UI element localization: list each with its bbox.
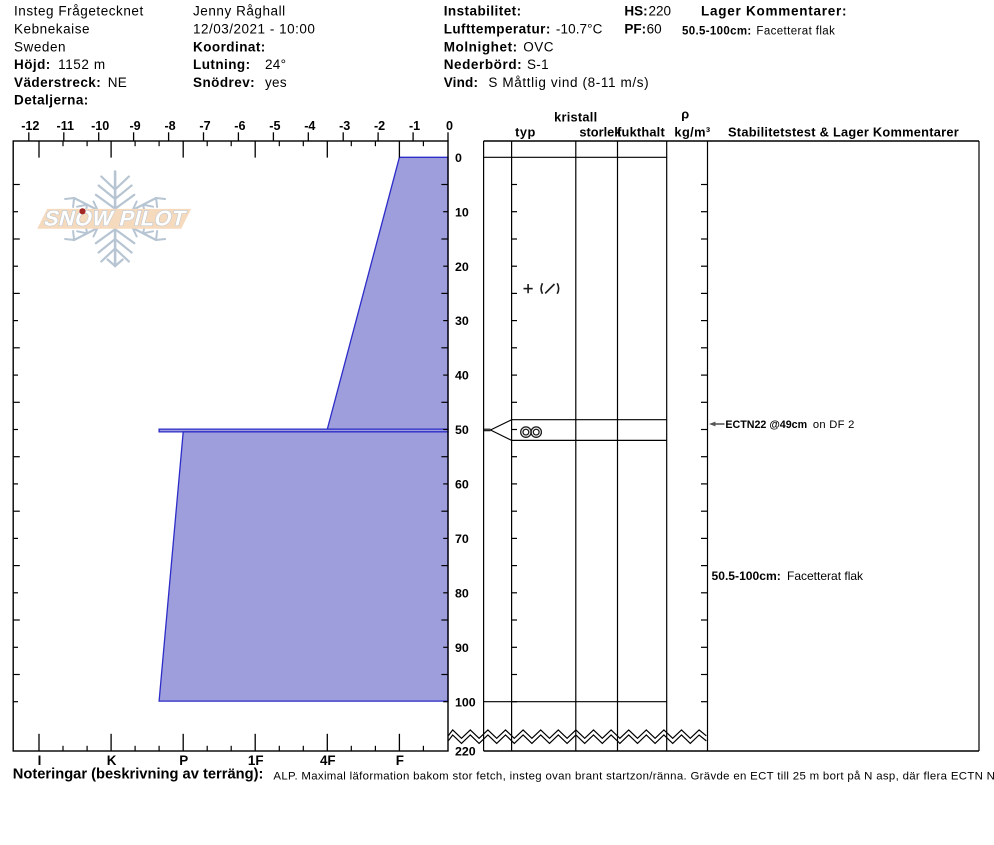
svg-text:yes: yes	[265, 75, 287, 90]
svg-text:-12: -12	[21, 119, 39, 133]
svg-text:Höjd:: Höjd:	[14, 57, 51, 72]
svg-text:S-1: S-1	[527, 57, 549, 72]
svg-text:-6: -6	[234, 119, 245, 133]
svg-text:storlek: storlek	[579, 125, 622, 140]
svg-text:Noteringar (beskrivning av ter: Noteringar (beskrivning av terräng):	[13, 767, 264, 783]
svg-text:-11: -11	[57, 119, 75, 133]
svg-text:40: 40	[455, 369, 469, 383]
svg-text:Kebnekaise: Kebnekaise	[14, 22, 90, 37]
svg-text:Sweden: Sweden	[14, 39, 66, 54]
svg-text:ECTN22 @49cm: ECTN22 @49cm	[725, 419, 807, 431]
svg-text:-10: -10	[91, 119, 109, 133]
svg-text:Lufttemperatur:: Lufttemperatur:	[444, 22, 551, 37]
svg-text:S Måttlig vind (8-11 m/s): S Måttlig vind (8-11 m/s)	[488, 75, 649, 90]
svg-text:4F: 4F	[320, 753, 336, 768]
svg-text:Instabilitet:: Instabilitet:	[444, 4, 522, 19]
svg-text:20: 20	[455, 260, 469, 274]
svg-text:P: P	[179, 753, 188, 768]
svg-text:Vind:: Vind:	[444, 75, 479, 90]
svg-text:kg/m³: kg/m³	[674, 125, 710, 140]
svg-text:K: K	[107, 753, 117, 768]
svg-text:-4: -4	[304, 119, 315, 133]
svg-text:100: 100	[455, 695, 476, 709]
svg-text:50.5-100cm:: 50.5-100cm:	[712, 569, 781, 583]
svg-text:-3: -3	[339, 119, 350, 133]
svg-text:220: 220	[455, 744, 476, 758]
svg-text:Molnighet:: Molnighet:	[444, 39, 518, 54]
svg-text:OVC: OVC	[523, 39, 554, 54]
svg-text:kristall: kristall	[554, 109, 597, 124]
svg-text:Facetterat flak: Facetterat flak	[787, 569, 864, 583]
svg-text:-1: -1	[409, 119, 420, 133]
svg-text:HS:: HS:	[624, 4, 647, 19]
svg-text:0: 0	[446, 119, 453, 133]
svg-text:50: 50	[455, 423, 469, 437]
svg-text:-7: -7	[199, 119, 210, 133]
svg-text:Nederbörd:: Nederbörd:	[444, 57, 523, 72]
svg-text:Stabilitetstest & Lager Kommen: Stabilitetstest & Lager Kommentarer	[728, 124, 959, 139]
svg-text:-10.7°C: -10.7°C	[556, 22, 603, 37]
svg-text:-8: -8	[164, 119, 175, 133]
svg-text:70: 70	[455, 532, 469, 546]
svg-text:50.5-100cm:: 50.5-100cm:	[682, 25, 752, 37]
svg-text:Detaljerna:: Detaljerna:	[14, 93, 89, 108]
svg-text:on DF 2: on DF 2	[813, 419, 855, 431]
svg-text:fukthalt: fukthalt	[617, 125, 665, 140]
svg-text:12/03/2021 - 10:00: 12/03/2021 - 10:00	[193, 22, 315, 37]
svg-text:-9: -9	[129, 119, 140, 133]
svg-text:24°: 24°	[265, 57, 286, 72]
svg-text:0: 0	[455, 151, 462, 165]
svg-text:Lager Kommentarer:: Lager Kommentarer:	[701, 4, 847, 19]
svg-text:SNOW PILOT: SNOW PILOT	[42, 206, 189, 231]
svg-text:Koordinat:: Koordinat:	[193, 39, 266, 54]
svg-text:90: 90	[455, 641, 469, 655]
svg-text:Snödrev:: Snödrev:	[193, 75, 255, 90]
svg-text:10: 10	[455, 205, 469, 219]
svg-text:Väderstreck:: Väderstreck:	[14, 75, 101, 90]
svg-text:typ: typ	[515, 125, 536, 140]
svg-text:-2: -2	[374, 119, 385, 133]
svg-text:60: 60	[647, 22, 662, 37]
svg-text:-5: -5	[269, 119, 280, 133]
svg-text:80: 80	[455, 586, 469, 600]
svg-text:220: 220	[649, 4, 672, 19]
svg-text:ALP. Maximal läformation bakom: ALP. Maximal läformation bakom stor fetc…	[273, 770, 994, 782]
svg-text:ρ: ρ	[681, 107, 689, 122]
svg-text:I: I	[38, 753, 42, 768]
svg-text:NE: NE	[108, 75, 127, 90]
svg-text:Insteg Frågetecknet: Insteg Frågetecknet	[14, 4, 144, 19]
svg-text:60: 60	[455, 478, 469, 492]
svg-text:1152 m: 1152 m	[58, 57, 106, 72]
svg-text:PF:: PF:	[624, 22, 646, 37]
svg-text:1F: 1F	[248, 753, 264, 768]
svg-text:Jenny Råghall: Jenny Råghall	[193, 4, 286, 19]
svg-text:Lutning:: Lutning:	[193, 57, 251, 72]
svg-text:F: F	[396, 753, 404, 768]
svg-text:30: 30	[455, 314, 469, 328]
svg-text:Facetterat flak: Facetterat flak	[756, 25, 835, 37]
